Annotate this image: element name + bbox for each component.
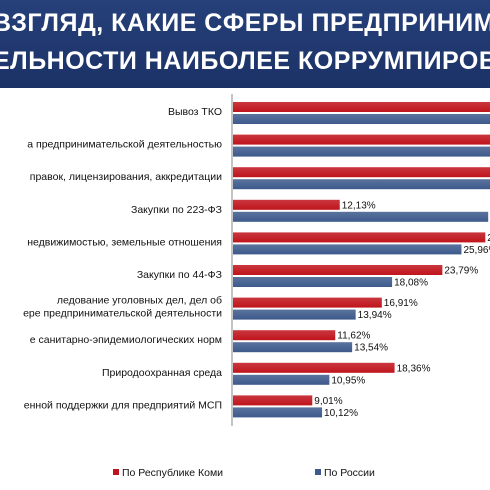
data-label-russia: 25,96% [463, 245, 490, 256]
title-line-2: ЕЛЬНОСТИ НАИБОЛЕЕ КОРРУМПИРОВАНЫ [0, 47, 490, 75]
bar-komi [233, 199, 340, 210]
bar-komi [233, 362, 395, 373]
bar-komi [233, 102, 490, 112]
data-label-komi: 11,62% [337, 331, 370, 342]
data-label-komi: 28,67 [487, 233, 490, 244]
bar-komi [233, 265, 443, 275]
title-line-1: ВЗГЛЯД, КАКИЕ СФЕРЫ ПРЕДПРИНИМАТЕЛЬСКОЙ [0, 9, 490, 37]
data-label-russia: 13,54% [354, 343, 388, 354]
bar-russia [233, 179, 490, 190]
data-label-komi: 16,91% [384, 298, 418, 309]
bar-komi [233, 167, 490, 178]
data-label-komi: 23,79% [444, 266, 478, 277]
data-label-russia: 10,95% [331, 375, 365, 386]
legend-entry: По России [324, 467, 375, 479]
category-label-line-2: ере предпринимательской деятельности [23, 308, 222, 320]
category-label: ледование уголовных дел, дел об [57, 295, 222, 307]
data-label-russia: 13,94% [358, 310, 392, 321]
data-label-russia: 18,08% [394, 278, 428, 289]
bar-russia [233, 114, 490, 124]
category-label: Закупки по 44-ФЗ [137, 269, 222, 281]
category-label: а предпринимательской деятельностью [27, 139, 222, 151]
legend-swatch [113, 469, 119, 475]
bar-komi [233, 134, 490, 145]
bar-komi [233, 330, 336, 341]
bar-chart: Вывоз ТКО29,2а предпринимательской деяте… [23, 94, 490, 479]
bar-russia [233, 342, 353, 353]
bar-komi [233, 395, 313, 406]
category-label: Закупки по 223-ФЗ [131, 204, 222, 216]
category-label: Вывоз ТКО [168, 106, 222, 118]
bar-russia [233, 146, 490, 157]
category-label: енной поддержки для предприятий МСП [24, 399, 222, 411]
title-banner: ВЗГЛЯД, КАКИЕ СФЕРЫ ПРЕДПРИНИМАТЕЛЬСКОЙ … [0, 0, 490, 88]
bar-russia [233, 374, 330, 385]
category-label: недвижимостью, земельные отношения [27, 236, 222, 248]
bar-komi [233, 232, 486, 243]
bar-russia [233, 407, 323, 418]
legend-swatch [315, 469, 321, 475]
data-label-russia: 10,12% [324, 408, 358, 419]
data-label-komi: 18,36% [397, 363, 431, 374]
data-label-komi: 9,01% [314, 396, 342, 407]
bar-komi [233, 297, 382, 308]
bar-russia [233, 244, 462, 255]
bar-russia [233, 309, 356, 320]
bar-russia [233, 211, 489, 222]
data-label-komi: 12,13% [342, 200, 376, 211]
category-label: правок, лицензирования, аккредитации [30, 171, 222, 183]
bar-russia [233, 277, 393, 287]
category-label: е санитарно-эпидемиологических норм [30, 334, 222, 346]
category-label: Природоохранная среда [102, 367, 222, 379]
chart-area: Вывоз ТКО29,2а предпринимательской деяте… [0, 88, 490, 490]
legend-entry: По Республике Коми [122, 467, 223, 479]
